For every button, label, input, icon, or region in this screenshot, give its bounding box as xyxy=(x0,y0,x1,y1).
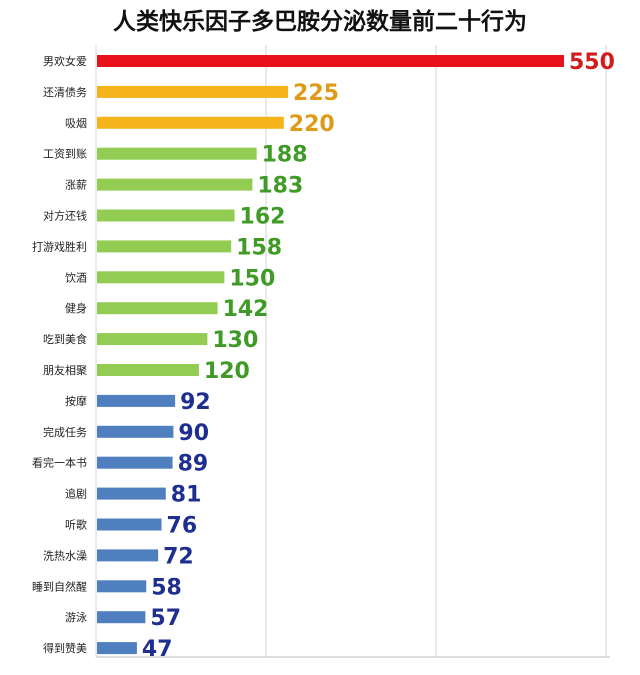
bar xyxy=(97,271,225,284)
value-label: 81 xyxy=(171,483,202,508)
bar xyxy=(97,333,208,346)
category-label: 追剧 xyxy=(65,487,87,501)
value-label: 162 xyxy=(240,205,286,230)
bar xyxy=(97,209,235,222)
value-label: 90 xyxy=(178,421,209,446)
value-label: 89 xyxy=(178,452,209,477)
category-label: 看完一本书 xyxy=(32,456,87,470)
value-label: 550 xyxy=(569,50,615,75)
value-label: 57 xyxy=(150,606,181,631)
value-label: 76 xyxy=(167,514,198,539)
bar xyxy=(97,85,289,98)
value-label: 142 xyxy=(223,297,269,322)
bar xyxy=(97,487,166,500)
category-label: 吸烟 xyxy=(65,116,87,130)
bar xyxy=(97,518,162,531)
category-label: 洗热水澡 xyxy=(43,549,87,562)
category-label: 听歌 xyxy=(65,518,87,532)
bar xyxy=(97,116,284,129)
value-label: 150 xyxy=(229,266,275,291)
bar xyxy=(97,178,253,191)
value-label: 220 xyxy=(289,112,335,137)
category-label: 打游戏胜利 xyxy=(32,239,87,253)
value-label: 130 xyxy=(212,328,258,353)
value-label: 188 xyxy=(262,143,308,168)
category-label: 对方还钱 xyxy=(43,209,87,223)
bar xyxy=(97,642,137,655)
bar xyxy=(97,425,174,438)
value-label: 92 xyxy=(180,390,211,415)
category-label: 男欢女爱 xyxy=(43,54,87,68)
bar xyxy=(97,147,257,160)
category-label: 涨薪 xyxy=(65,179,87,192)
chart-title: 人类快乐因子多巴胺分泌数量前二十行为 xyxy=(113,9,527,35)
category-label: 按摩 xyxy=(65,394,87,408)
value-label: 47 xyxy=(142,637,173,662)
bar xyxy=(97,55,564,67)
bar xyxy=(97,364,199,376)
category-label: 睡到自然醒 xyxy=(32,579,87,593)
bar xyxy=(97,302,218,315)
category-label: 健身 xyxy=(65,301,87,315)
bar xyxy=(97,580,147,593)
value-label: 72 xyxy=(163,544,194,569)
value-label: 158 xyxy=(236,235,282,260)
category-label: 饮酒 xyxy=(65,271,87,284)
category-label: 还清债务 xyxy=(43,85,87,99)
category-label: 得到赞美 xyxy=(43,642,87,655)
category-label: 游泳 xyxy=(65,610,87,624)
category-label: 吃到美食 xyxy=(43,332,87,346)
value-label: 183 xyxy=(257,174,303,199)
bar xyxy=(97,456,173,469)
bar xyxy=(97,611,146,624)
bar xyxy=(97,549,159,562)
category-label: 完成任务 xyxy=(43,425,87,439)
bar xyxy=(97,394,176,407)
category-label: 工资到账 xyxy=(43,148,87,161)
bar xyxy=(97,240,232,253)
value-label: 120 xyxy=(204,359,250,384)
value-label: 58 xyxy=(151,575,182,600)
category-label: 朋友相聚 xyxy=(43,363,87,377)
value-label: 225 xyxy=(293,81,339,106)
